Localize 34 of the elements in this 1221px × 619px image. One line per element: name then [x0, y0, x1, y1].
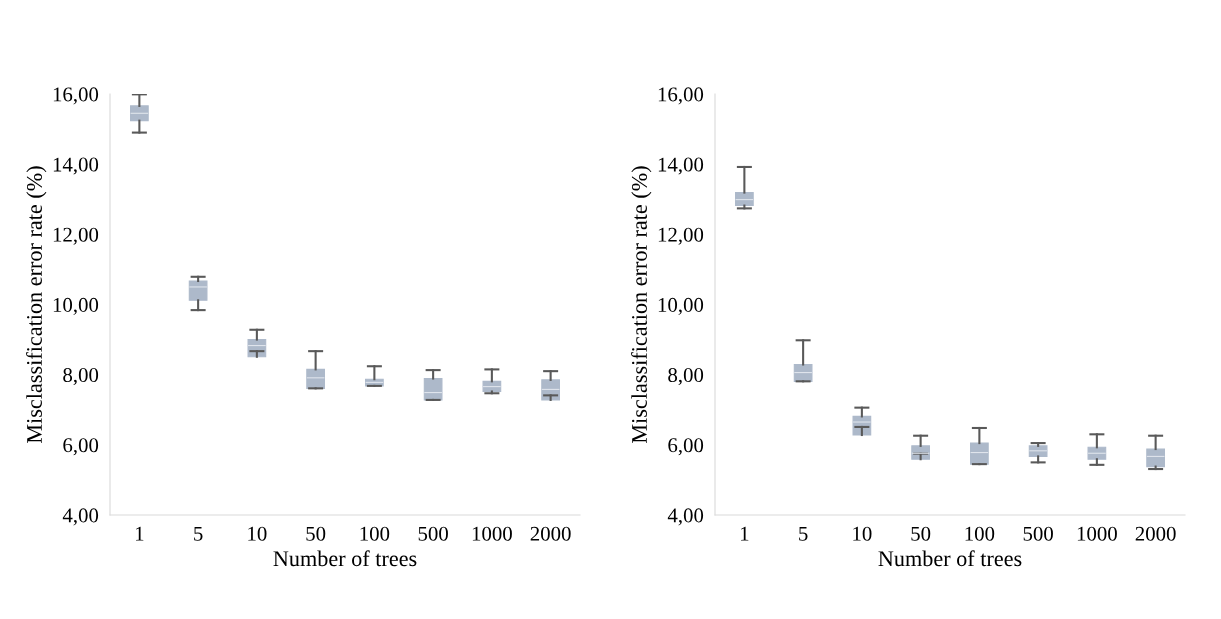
x-tick-label: 1000	[472, 526, 512, 541]
y-tick-label: 14,00	[658, 157, 704, 175]
x-tick-label: 100	[360, 526, 390, 541]
x-tick-label: 10	[248, 526, 267, 541]
x-tick-label: 2000	[530, 526, 571, 541]
y-tick-label: 14,00	[53, 157, 99, 175]
x-tick-label: 50	[306, 526, 326, 541]
y-tick-label: 4,00	[62, 508, 99, 526]
y-tick-label: 8,00	[63, 368, 99, 386]
x-tick-label: 100	[965, 526, 995, 541]
y-tick-label: 16,00	[658, 87, 704, 105]
y-tick-label: 8,00	[668, 368, 704, 386]
x-axis-title: Number of trees	[878, 550, 1022, 567]
x-tick-label: 1	[741, 526, 749, 541]
x-tick-label: 5	[799, 526, 808, 541]
x-tick-label: 1	[136, 526, 144, 541]
x-tick-label: 500	[418, 526, 448, 541]
y-tick-label: 10,00	[53, 297, 99, 315]
y-tick-label: 16,00	[53, 87, 99, 105]
x-tick-label: 5	[194, 526, 203, 541]
x-tick-label: 50	[911, 526, 931, 541]
x-tick-label: 500	[1023, 526, 1053, 541]
x-axis-title: Number of trees	[273, 550, 417, 567]
y-tick-label: 12,00	[658, 227, 704, 245]
y-tick-label: 4,00	[667, 508, 704, 526]
y-tick-label: 6,00	[63, 438, 99, 456]
x-tick-label: 10	[853, 526, 872, 541]
y-tick-label: 12,00	[53, 227, 99, 245]
y-axis-title: Misclassification error rate (%)	[631, 166, 652, 443]
x-tick-label: 2000	[1135, 526, 1176, 541]
y-tick-label: 10,00	[658, 297, 704, 315]
y-axis-title: Misclassification error rate (%)	[26, 166, 47, 443]
y-tick-label: 6,00	[668, 438, 704, 456]
x-tick-label: 1000	[1077, 526, 1117, 541]
